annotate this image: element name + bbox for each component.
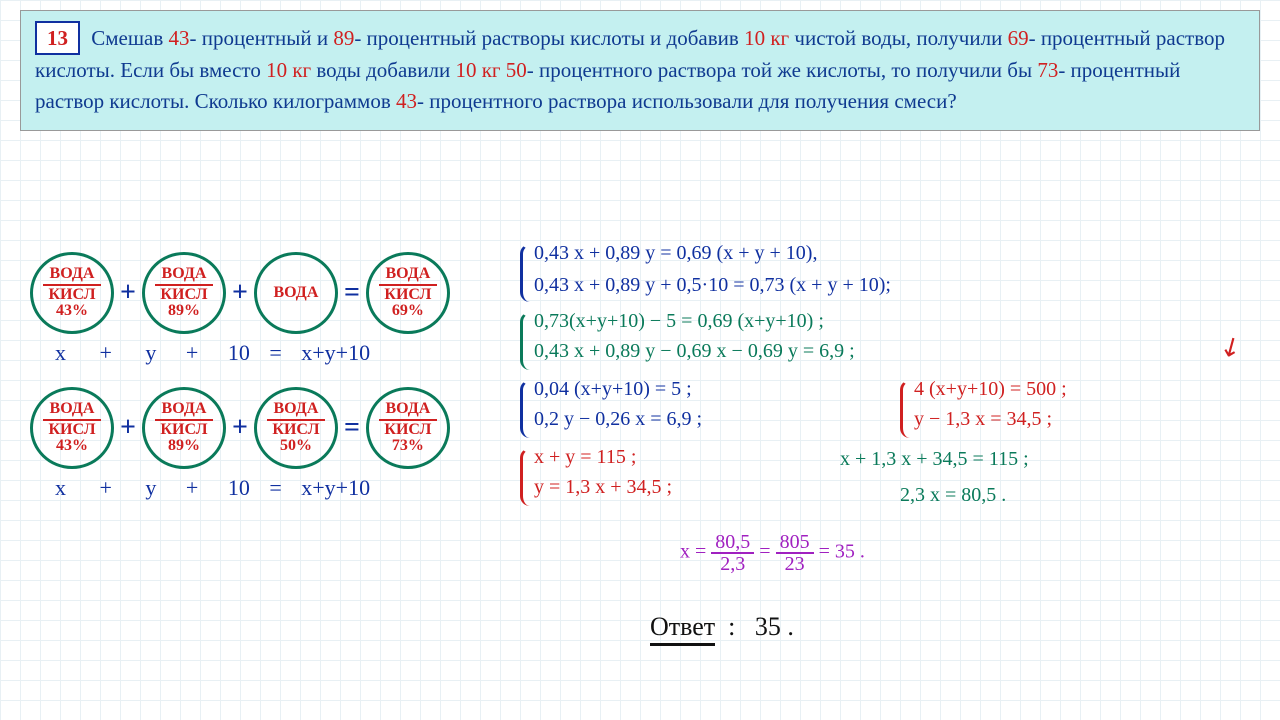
problem-number: 13 [35,21,80,55]
eq-sub2: 2,3 x = 80,5 . [900,484,1006,507]
eq-4b: y = 1,3 x + 34,5 ; [534,476,672,499]
oval-89b: ВОДА КИСЛ89% [142,387,226,469]
eq-3rb: y − 1,3 x = 34,5 ; [914,408,1052,431]
brace-icon [900,380,910,438]
mass-row-1: x + y + 10 = x+y+10 [55,340,370,366]
problem-statement: 13 Смешав 43- процентный и 89- процентны… [20,10,1260,131]
plus-icon: + [120,412,136,444]
oval-water: ВОДА [254,252,338,334]
eq-1a: 0,43 x + 0,89 y = 0,69 (x + y + 10), [534,242,817,265]
oval-73: ВОДА КИСЛ73% [366,387,450,469]
arrow-icon: ↙ [1214,329,1248,366]
oval-69: ВОДА КИСЛ69% [366,252,450,334]
diagram-row-1: ВОДА КИСЛ43% + ВОДА КИСЛ89% + ВОДА = ВОД… [30,252,450,334]
brace-icon [520,312,530,370]
eq-4a: x + y = 115 ; [534,446,636,469]
plus-icon: + [232,277,248,309]
eq-2b: 0,43 x + 0,89 y − 0,69 x − 0,69 y = 6,9 … [534,340,855,363]
plus-icon: + [232,412,248,444]
eq-3ra: 4 (x+y+10) = 500 ; [914,378,1067,401]
equals-icon: = [344,277,360,309]
eq-final: x = 80,5 2,3 = 805 23 = 35 . [680,532,865,574]
eq-2a: 0,73(x+y+10) − 5 = 0,69 (x+y+10) ; [534,310,824,333]
brace-icon [520,380,530,438]
eq-3a: 0,04 (x+y+10) = 5 ; [534,378,692,401]
equals-icon: = [344,412,360,444]
oval-43b: ВОДА КИСЛ43% [30,387,114,469]
mass-row-2: x + y + 10 = x+y+10 [55,475,370,501]
brace-icon [520,448,530,506]
problem-text: Смешав 43- процентный и 89- процентный р… [35,26,1225,113]
oval-43: ВОДА КИСЛ43% [30,252,114,334]
eq-1b: 0,43 x + 0,89 y + 0,5·10 = 0,73 (x + y +… [534,274,891,297]
eq-3b: 0,2 y − 0,26 x = 6,9 ; [534,408,702,431]
oval-89: ВОДА КИСЛ89% [142,252,226,334]
oval-50: ВОДА КИСЛ50% [254,387,338,469]
plus-icon: + [120,277,136,309]
eq-sub1: x + 1,3 x + 34,5 = 115 ; [840,448,1029,471]
diagram-row-2: ВОДА КИСЛ43% + ВОДА КИСЛ89% + ВОДА КИСЛ5… [30,387,450,469]
answer-line: Ответ : 35 . [650,612,794,646]
brace-icon [520,244,530,302]
